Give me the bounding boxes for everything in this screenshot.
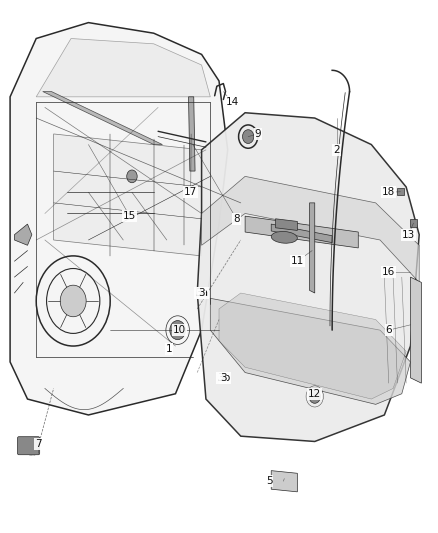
Text: 1: 1 (166, 344, 172, 354)
Circle shape (127, 170, 137, 183)
Text: 17: 17 (184, 187, 198, 197)
Text: 3b: 3b (217, 373, 230, 383)
Polygon shape (219, 293, 406, 399)
Text: 18: 18 (382, 187, 396, 197)
Polygon shape (245, 216, 358, 248)
Polygon shape (271, 471, 297, 492)
Polygon shape (14, 224, 32, 245)
Circle shape (243, 130, 254, 143)
Polygon shape (210, 298, 410, 405)
Polygon shape (201, 176, 419, 282)
Polygon shape (397, 188, 404, 195)
Text: 13: 13 (402, 230, 415, 240)
Polygon shape (36, 38, 210, 97)
Text: ---: --- (29, 453, 36, 458)
Circle shape (309, 390, 321, 403)
Text: 8: 8 (233, 214, 240, 224)
Text: 5: 5 (266, 477, 272, 486)
Text: 10: 10 (173, 325, 187, 335)
FancyBboxPatch shape (18, 437, 40, 455)
Text: 7: 7 (35, 439, 42, 449)
Polygon shape (43, 92, 162, 144)
Polygon shape (271, 224, 332, 243)
Circle shape (170, 320, 185, 340)
Ellipse shape (271, 231, 297, 243)
Polygon shape (276, 219, 297, 230)
Text: 6: 6 (385, 325, 392, 335)
Polygon shape (188, 97, 195, 171)
Text: 2: 2 (333, 145, 340, 155)
Text: 3: 3 (198, 288, 205, 298)
Polygon shape (410, 277, 421, 383)
Text: 9: 9 (255, 129, 261, 139)
Polygon shape (410, 219, 417, 227)
Polygon shape (310, 203, 315, 293)
Circle shape (60, 285, 86, 317)
Text: 15: 15 (123, 211, 136, 221)
Text: 1: 1 (166, 344, 172, 354)
Polygon shape (197, 113, 419, 441)
Text: 14: 14 (226, 97, 239, 107)
Text: 3: 3 (220, 373, 226, 383)
Text: 3a: 3a (195, 288, 208, 298)
Text: 11: 11 (291, 256, 304, 266)
Text: 16: 16 (382, 267, 396, 277)
Polygon shape (53, 134, 201, 256)
Text: 12: 12 (308, 389, 321, 399)
Polygon shape (10, 22, 228, 415)
